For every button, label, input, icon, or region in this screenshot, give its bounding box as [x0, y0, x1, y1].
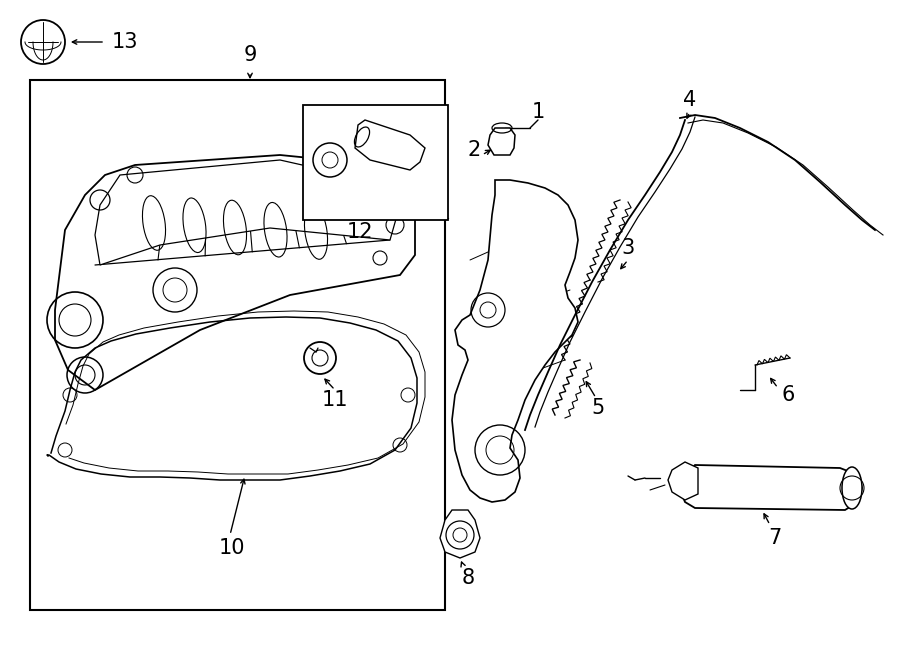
Text: 6: 6 — [781, 385, 795, 405]
Text: 9: 9 — [243, 45, 256, 65]
Ellipse shape — [842, 467, 862, 509]
Text: 11: 11 — [322, 390, 348, 410]
Text: 13: 13 — [112, 32, 139, 52]
Polygon shape — [55, 155, 415, 390]
Text: 3: 3 — [621, 238, 634, 258]
Text: 2: 2 — [467, 140, 481, 160]
Text: 4: 4 — [683, 90, 697, 110]
Polygon shape — [680, 465, 862, 510]
Polygon shape — [668, 462, 698, 500]
Text: 1: 1 — [531, 102, 544, 122]
Polygon shape — [95, 160, 400, 265]
Text: 12: 12 — [346, 222, 374, 242]
Polygon shape — [488, 128, 515, 155]
Text: 8: 8 — [462, 568, 474, 588]
Polygon shape — [355, 120, 425, 170]
Bar — [30, 80, 445, 610]
Text: 5: 5 — [591, 398, 605, 418]
Polygon shape — [452, 180, 578, 502]
Bar — [303, 105, 448, 220]
Text: 10: 10 — [219, 538, 245, 558]
Text: 7: 7 — [769, 528, 781, 548]
Polygon shape — [440, 510, 480, 558]
